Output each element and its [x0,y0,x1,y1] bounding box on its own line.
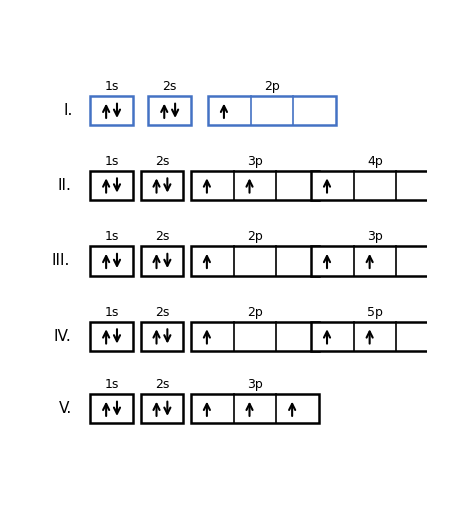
Text: 1s: 1s [104,230,119,243]
Bar [141,171,183,200]
Text: II.: II. [58,178,72,193]
Text: 2p: 2p [247,306,263,319]
Bar [208,96,336,126]
Text: 2p: 2p [264,80,280,93]
Text: 2p: 2p [247,230,263,243]
Bar [191,394,319,424]
Text: 3p: 3p [367,230,383,243]
Text: 4p: 4p [367,155,383,168]
Bar [191,247,319,276]
Bar [90,322,133,351]
Text: I.: I. [64,103,73,118]
Bar [90,394,133,424]
Bar [90,171,133,200]
Text: 2s: 2s [155,155,169,168]
Text: 2s: 2s [155,230,169,243]
Bar [141,322,183,351]
Bar [191,322,319,351]
Text: V.: V. [58,401,72,416]
Bar [191,171,319,200]
Text: 1s: 1s [104,80,119,93]
Text: 2s: 2s [155,378,169,391]
Text: 1s: 1s [104,155,119,168]
Text: 2s: 2s [163,80,177,93]
Bar [148,96,191,126]
Text: 3p: 3p [247,155,263,168]
Text: IV.: IV. [54,329,72,344]
Text: III.: III. [52,253,70,268]
Bar [311,322,439,351]
Bar [141,394,183,424]
Text: 1s: 1s [104,306,119,319]
Bar [311,247,439,276]
Text: 1s: 1s [104,378,119,391]
Bar [90,247,133,276]
Bar [141,247,183,276]
Text: 2s: 2s [155,306,169,319]
Text: 5p: 5p [367,306,383,319]
Bar [311,171,439,200]
Text: 3p: 3p [247,378,263,391]
Bar [90,96,133,126]
